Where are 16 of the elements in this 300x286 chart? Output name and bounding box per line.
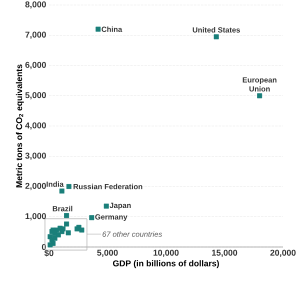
y-tick-label: 6,000 <box>25 62 46 70</box>
y-tick-label: 3,000 <box>25 152 46 160</box>
y-tick-label: 1,000 <box>26 213 46 220</box>
x-tick-label: 20,000 <box>270 250 296 257</box>
x-tick-label: 15,000 <box>212 250 238 257</box>
y-tick-label: 8,000 <box>25 1 46 9</box>
y-axis-title: Metric tons of CO$_{2}$ equivalents <box>16 64 24 188</box>
y-tick-label: 7,000 <box>25 32 46 39</box>
y-tick-label: 0 <box>42 244 46 250</box>
x-tick-label: 5,000 <box>97 250 118 257</box>
x-axis-title: GDP (in billions of dollars) <box>112 260 219 268</box>
y-tick-label: 5,000 <box>25 92 46 100</box>
x-tick-label: 10,000 <box>154 250 179 257</box>
x-tick-label: $0 <box>44 250 54 257</box>
y-tick-label: 2,000 <box>25 182 46 190</box>
y-tick-label: 4,000 <box>25 122 46 130</box>
